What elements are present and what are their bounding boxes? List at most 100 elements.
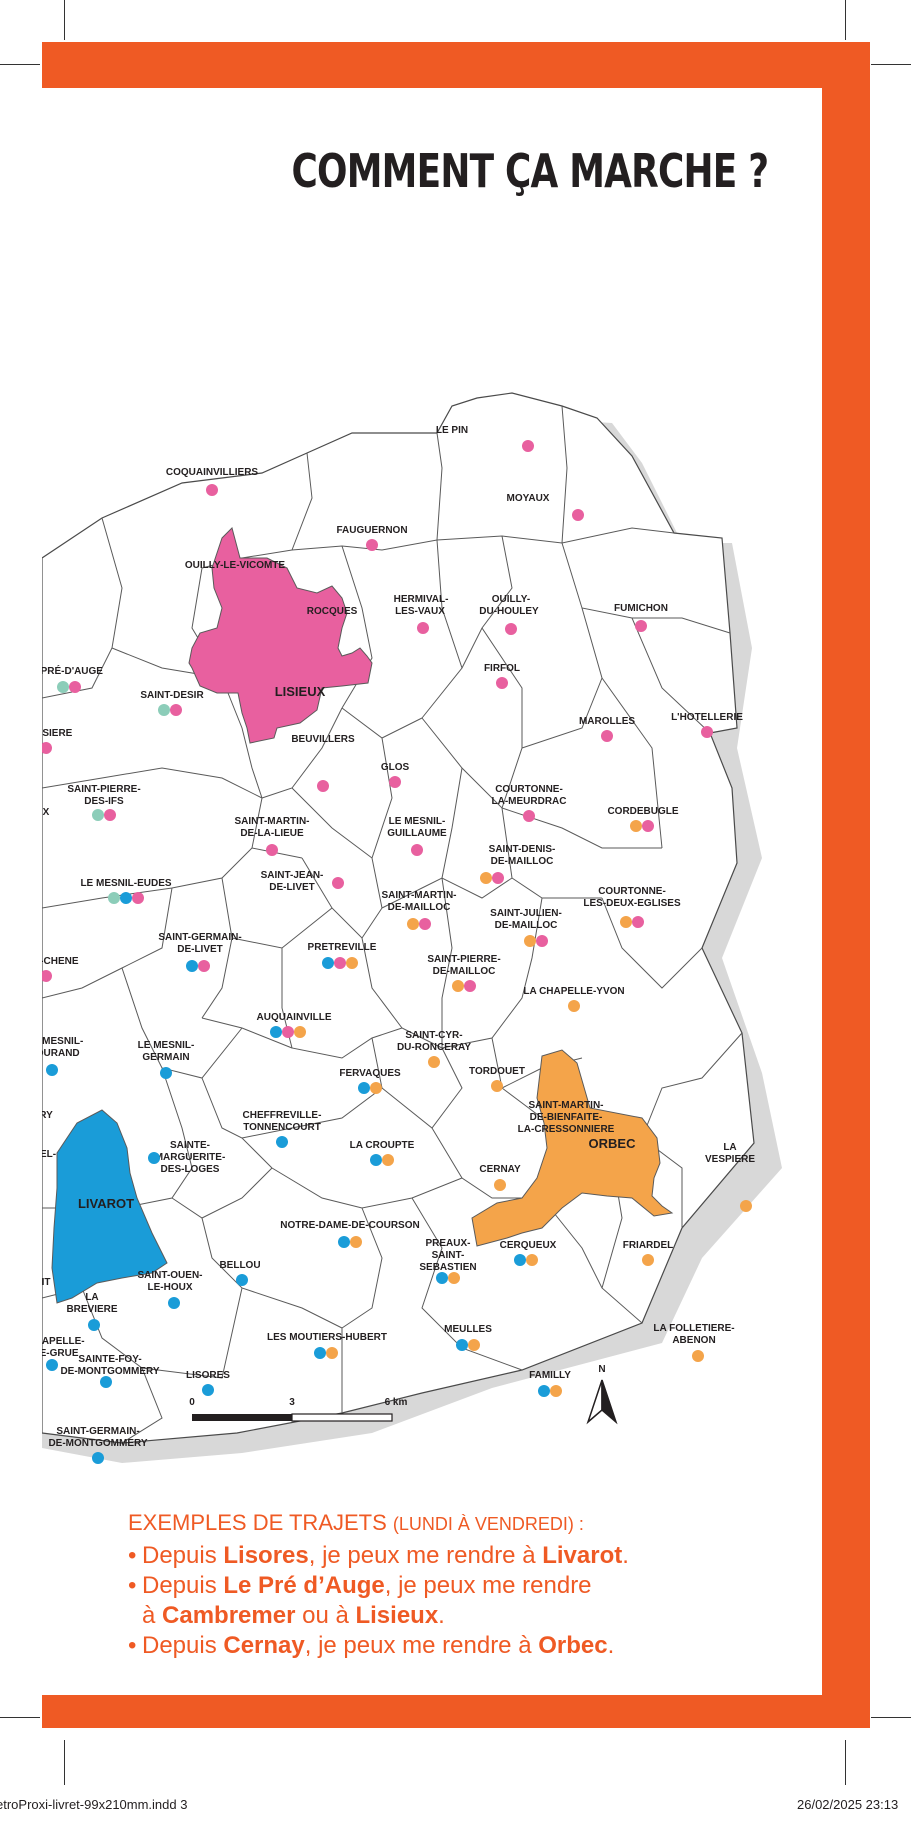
example-line-3: à Cambremer ou à Lisieux.: [128, 1601, 808, 1631]
label-l-hotellerie: L'HOTELLERIE: [671, 712, 743, 723]
dot-saint-denis-de-mailloc-1: [480, 872, 492, 884]
dot-cordebugle-1: [630, 820, 642, 832]
crop-mark: [845, 1740, 846, 1785]
scale-tick-0: 0: [189, 1397, 195, 1408]
dot-saint-martin-de-mailloc-2: [419, 918, 431, 930]
label-le-chene: E-CHENE: [42, 956, 79, 967]
dot-glos: [389, 776, 401, 788]
label-courtonne-la-meurdrac: COURTONNE-: [495, 784, 563, 795]
label-cheffreville-tonnencourt: TONNENCOURT: [243, 1122, 321, 1133]
label-le-pre-d-auge: LE PRÉ-D'AUGE: [42, 664, 103, 677]
label-sainte-marguerite-des-loges: MARGUERITE-: [155, 1152, 226, 1163]
label-la-breviere: BREVIERE: [66, 1304, 117, 1315]
crop-mark: [871, 1717, 911, 1718]
label-le-pin: LE PIN: [436, 425, 468, 436]
label-ouilly-du-houley: OUILLY-: [492, 594, 531, 605]
trip-examples: EXEMPLES DE TRAJETS (LUNDI À VENDREDI) :…: [128, 1508, 808, 1661]
label-le-mesnil-guillaume: LE MESNIL-: [389, 816, 446, 827]
example-text: , je peux me rendre à: [304, 1632, 539, 1659]
label-saint-martin-de-la-lieue: SAINT-MARTIN-: [235, 816, 310, 827]
label-coquainvilliers: COQUAINVILLIERS: [166, 467, 259, 478]
dot-cerqueux-2: [526, 1254, 538, 1266]
dot-preaux-saint-sebastien-2: [448, 1272, 460, 1284]
dot-ssiere: [42, 742, 52, 754]
dot-le-mesnil-eudes-2: [120, 892, 132, 904]
examples-heading: EXEMPLES DE TRAJETS (LUNDI À VENDREDI) :: [128, 1508, 808, 1539]
crop-mark: [871, 64, 911, 65]
label-marolles: MAROLLES: [579, 716, 635, 727]
dot-friardel: [642, 1254, 654, 1266]
label-sainte-marguerite-des-loges: DES-LOGES: [161, 1164, 220, 1175]
label-chapelle-grue: TE-GRUE: [42, 1348, 79, 1359]
label-livarot: LIVAROT: [78, 1196, 134, 1211]
example-text: Depuis: [142, 1632, 224, 1659]
example-text: .: [622, 1542, 629, 1569]
dot-l-hotellerie: [701, 726, 713, 738]
commune-labels: LE PIN COQUAINVILLIERS MOYAUX FAUGUERNON…: [42, 425, 755, 1449]
crop-mark: [64, 0, 65, 40]
dot-coquainvilliers: [206, 484, 218, 496]
label-saint-cyr-du-ronceray: DU-RONCERAY: [397, 1042, 471, 1053]
bullet: •: [128, 1572, 137, 1599]
dot-moyaux: [572, 509, 584, 521]
label-preaux-saint-sebastien: SEBASTIEN: [419, 1262, 476, 1273]
dot-saint-martin-de-bienfaite: [560, 1139, 572, 1151]
label-courtonne-les-deux-eglises: COURTONNE-: [598, 886, 666, 897]
label-hermival: HERMIVAL-: [394, 594, 449, 605]
dot-auquainville-1: [270, 1026, 282, 1038]
label-edge: EL-: [42, 1149, 56, 1160]
label-fumichon: FUMICHON: [614, 603, 668, 614]
dot-sainte-marguerite-des-loges: [148, 1152, 160, 1164]
example-destination: Orbec: [538, 1632, 608, 1659]
dot-beuvillers: [317, 780, 329, 792]
example-text: , je peux me rendre: [384, 1572, 592, 1599]
dot-saint-jean-de-livet: [332, 877, 344, 889]
line-dots: [42, 440, 752, 1464]
example-origin: Cernay: [223, 1632, 305, 1659]
bullet: •: [128, 1542, 137, 1569]
dot-hermival: [417, 622, 429, 634]
page-title: COMMENT ÇA MARCHE ?: [291, 144, 769, 198]
dot-fumichon: [635, 620, 647, 632]
dot-la-croupte-1: [370, 1154, 382, 1166]
label-courtonne-la-meurdrac: LA-MEURDRAC: [492, 796, 567, 807]
dot-cernay: [494, 1179, 506, 1191]
label-saint-martin-de-mailloc: DE-MAILLOC: [388, 902, 451, 913]
label-les-moutiers-hubert: LES MOUTIERS-HUBERT: [267, 1332, 387, 1343]
dot-le-mesnil-eudes-3: [132, 892, 144, 904]
label-saint-germain-de-montgommery: SAINT-GERMAIN-: [56, 1426, 139, 1437]
dot-pretreville-2: [334, 957, 346, 969]
dot-chapelle-grue: [46, 1359, 58, 1371]
label-le-mesnil-guillaume: GUILLAUME: [387, 828, 447, 839]
label-le-mesnil-germain: LE MESNIL-: [138, 1040, 195, 1051]
label-la-vespiere: LA: [723, 1142, 736, 1153]
dot-courtonne-les-deux-eglises-1: [620, 916, 632, 928]
example-destination: Livarot: [542, 1542, 623, 1569]
label-cernay: CERNAY: [479, 1164, 521, 1175]
dot-sainte-foy-de-montgommery: [100, 1376, 112, 1388]
label-saint-ouen-le-houx: SAINT-OUEN-: [138, 1270, 203, 1281]
label-la-folletiere-abenon: LA FOLLETIERE-: [653, 1323, 734, 1334]
label-saint-cyr-du-ronceray: SAINT-CYR-: [405, 1030, 462, 1041]
label-lisores: LISORES: [186, 1370, 230, 1381]
slug-date: 26/02/2025 23:13: [797, 1797, 899, 1812]
examples-heading-paren: (LUNDI À VENDREDI) :: [392, 1514, 584, 1534]
north-arrow-icon: [586, 1379, 603, 1425]
label-saint-germain-de-livet: DE-LIVET: [177, 944, 223, 955]
label-rocques: ROCQUES: [307, 606, 358, 617]
label-ouilly-du-houley: DU-HOULEY: [479, 606, 539, 617]
label-pretreville: PRETREVILLE: [308, 942, 377, 953]
label-fauguernon: FAUGUERNON: [336, 525, 407, 536]
dot-saint-denis-de-mailloc-2: [492, 872, 504, 884]
label-edge: IT: [42, 1277, 50, 1288]
label-edge: X: [43, 807, 50, 818]
dot-marolles: [601, 730, 613, 742]
dot-saint-cyr-du-ronceray: [428, 1056, 440, 1068]
label-cordebugle: CORDEBUGLE: [607, 806, 678, 817]
dot-fauguernon: [366, 539, 378, 551]
label-saint-ouen-le-houx: LE-HOUX: [148, 1282, 193, 1293]
scale-bar-white: [291, 1413, 393, 1422]
label-firfol: FIRFOL: [484, 663, 520, 674]
crop-mark: [0, 64, 40, 65]
label-saint-martin-de-bienfaite: DE-BIENFAITE-: [530, 1112, 603, 1123]
